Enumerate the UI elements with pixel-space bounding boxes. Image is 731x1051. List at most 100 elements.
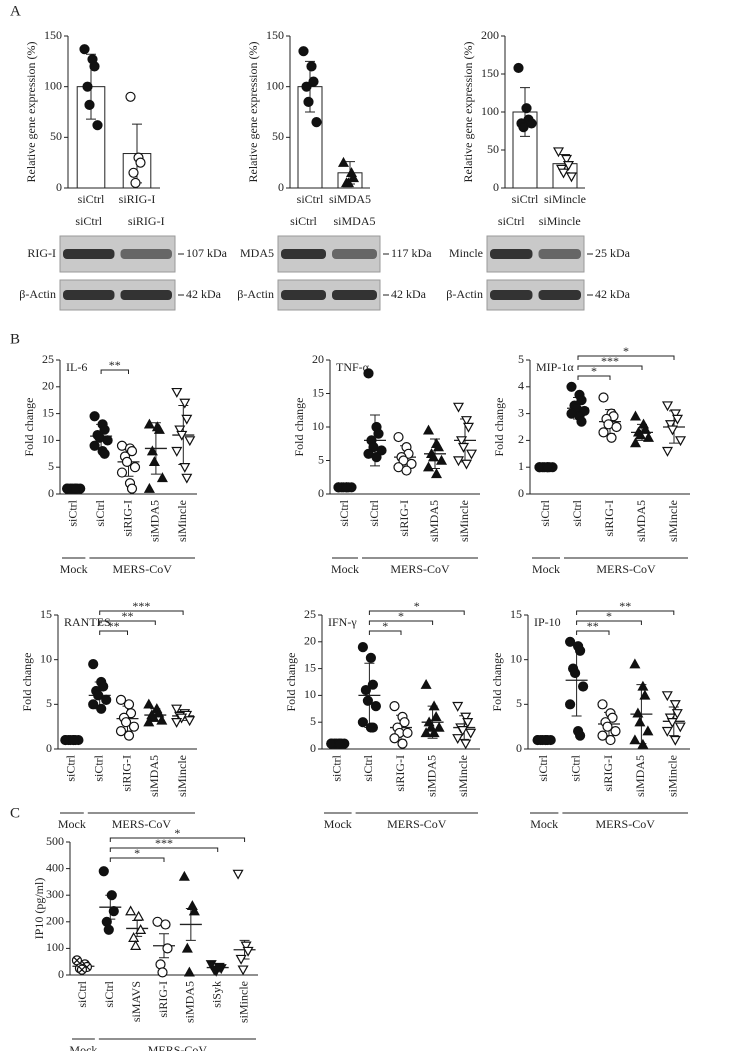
x-tick-label: siCtrl [64, 754, 78, 781]
x-tick-label: siRIG-I [397, 500, 411, 537]
data-point [181, 414, 193, 425]
data-point [462, 718, 474, 728]
x-tick-label: siCtrl [536, 754, 550, 781]
y-axis-label: IP10 (pg/ml) [32, 878, 46, 940]
x-tick-label: siCtrl [91, 754, 105, 781]
data-point [574, 645, 586, 656]
data-point [402, 727, 413, 739]
data-point [148, 711, 160, 722]
x-tick-label: siSyk [209, 981, 223, 1008]
y-axis-label: Fold change [292, 398, 306, 457]
data-point [128, 721, 140, 732]
data-point [106, 890, 117, 901]
y-tick-label: 100 [266, 78, 284, 92]
data-point [422, 461, 435, 472]
data-point [457, 726, 469, 736]
group-label: MERS-CoV [387, 817, 447, 831]
x-tick-label: siCtrl [75, 980, 89, 1007]
data-point [126, 483, 138, 494]
data-point [128, 167, 139, 178]
data-point [363, 368, 374, 379]
y-tick-label: 20 [304, 634, 316, 648]
x-tick-label: siCtrl [330, 754, 344, 781]
data-point [422, 424, 435, 435]
significance-label: ** [108, 619, 120, 633]
y-tick-label: 15 [40, 607, 52, 621]
band [63, 290, 115, 300]
x-tick-label: siCtrl [570, 499, 584, 526]
data-point [174, 425, 186, 436]
data-point [661, 691, 673, 702]
data-point [88, 699, 99, 710]
data-point [128, 932, 140, 942]
x-tick-label: siCtrl [538, 499, 552, 526]
y-tick-label: 10 [312, 419, 324, 433]
data-point [176, 430, 188, 441]
data-point [432, 441, 445, 452]
data-point [526, 118, 537, 129]
data-point [120, 717, 132, 728]
y-tick-label: 0 [516, 741, 522, 755]
data-point [371, 452, 382, 463]
data-point [162, 943, 173, 954]
data-point [460, 739, 472, 750]
data-point [108, 906, 119, 917]
data-point [420, 727, 432, 738]
band [332, 249, 377, 259]
data-point [184, 716, 196, 727]
data-point [629, 437, 642, 448]
y-tick-label: 5 [46, 696, 52, 710]
data-point [513, 62, 524, 74]
significance-label: * [134, 846, 140, 860]
data-point [669, 735, 681, 746]
y-tick-label: 5 [310, 714, 316, 728]
data-point [115, 694, 127, 705]
data-point [669, 700, 681, 711]
x-tick-label: siCtrl [102, 980, 116, 1007]
chart-title: MIP-1α [536, 360, 574, 374]
y-tick-label: 15 [42, 405, 54, 419]
data-point [373, 428, 384, 439]
data-point [634, 716, 646, 727]
y-tick-label: 200 [481, 28, 499, 42]
x-tick-label: siMincle [666, 500, 680, 542]
band [281, 249, 326, 259]
data-point [153, 707, 165, 718]
bracket [109, 837, 246, 842]
data-point [171, 704, 183, 715]
significance-label: *** [601, 354, 619, 368]
data-point [156, 714, 168, 725]
y-tick-label: 20 [42, 379, 54, 393]
data-point [171, 718, 183, 728]
x-tick-label: siMincle [544, 192, 586, 206]
data-point [674, 436, 687, 447]
data-point [598, 392, 609, 403]
y-tick-label: 0 [278, 180, 284, 194]
y-tick-label: 15 [510, 607, 522, 621]
group-label: MERS-CoV [390, 562, 450, 576]
data-point [574, 730, 586, 741]
y-tick-label: 10 [42, 432, 54, 446]
size-label: 107 kDa [186, 246, 228, 260]
data-point [171, 446, 183, 457]
x-tick-label: siMDA5 [427, 500, 441, 542]
y-axis-label: Fold change [492, 398, 506, 457]
data-point [92, 120, 103, 131]
y-axis-label: Fold change [284, 653, 298, 712]
data-point [629, 410, 642, 421]
data-point [365, 652, 377, 663]
data-point [664, 420, 677, 431]
data-point [576, 416, 587, 427]
x-tick-label: siRIG-I [119, 755, 133, 792]
bracket [109, 857, 165, 862]
y-tick-label: 3 [518, 405, 524, 419]
panel-label: B [10, 331, 20, 347]
data-point [671, 414, 684, 425]
data-point [560, 154, 573, 165]
data-point [125, 905, 137, 916]
data-point [401, 465, 412, 476]
data-point [155, 959, 166, 970]
x-tick-label: siCtrl [297, 192, 324, 206]
data-point [135, 157, 146, 168]
